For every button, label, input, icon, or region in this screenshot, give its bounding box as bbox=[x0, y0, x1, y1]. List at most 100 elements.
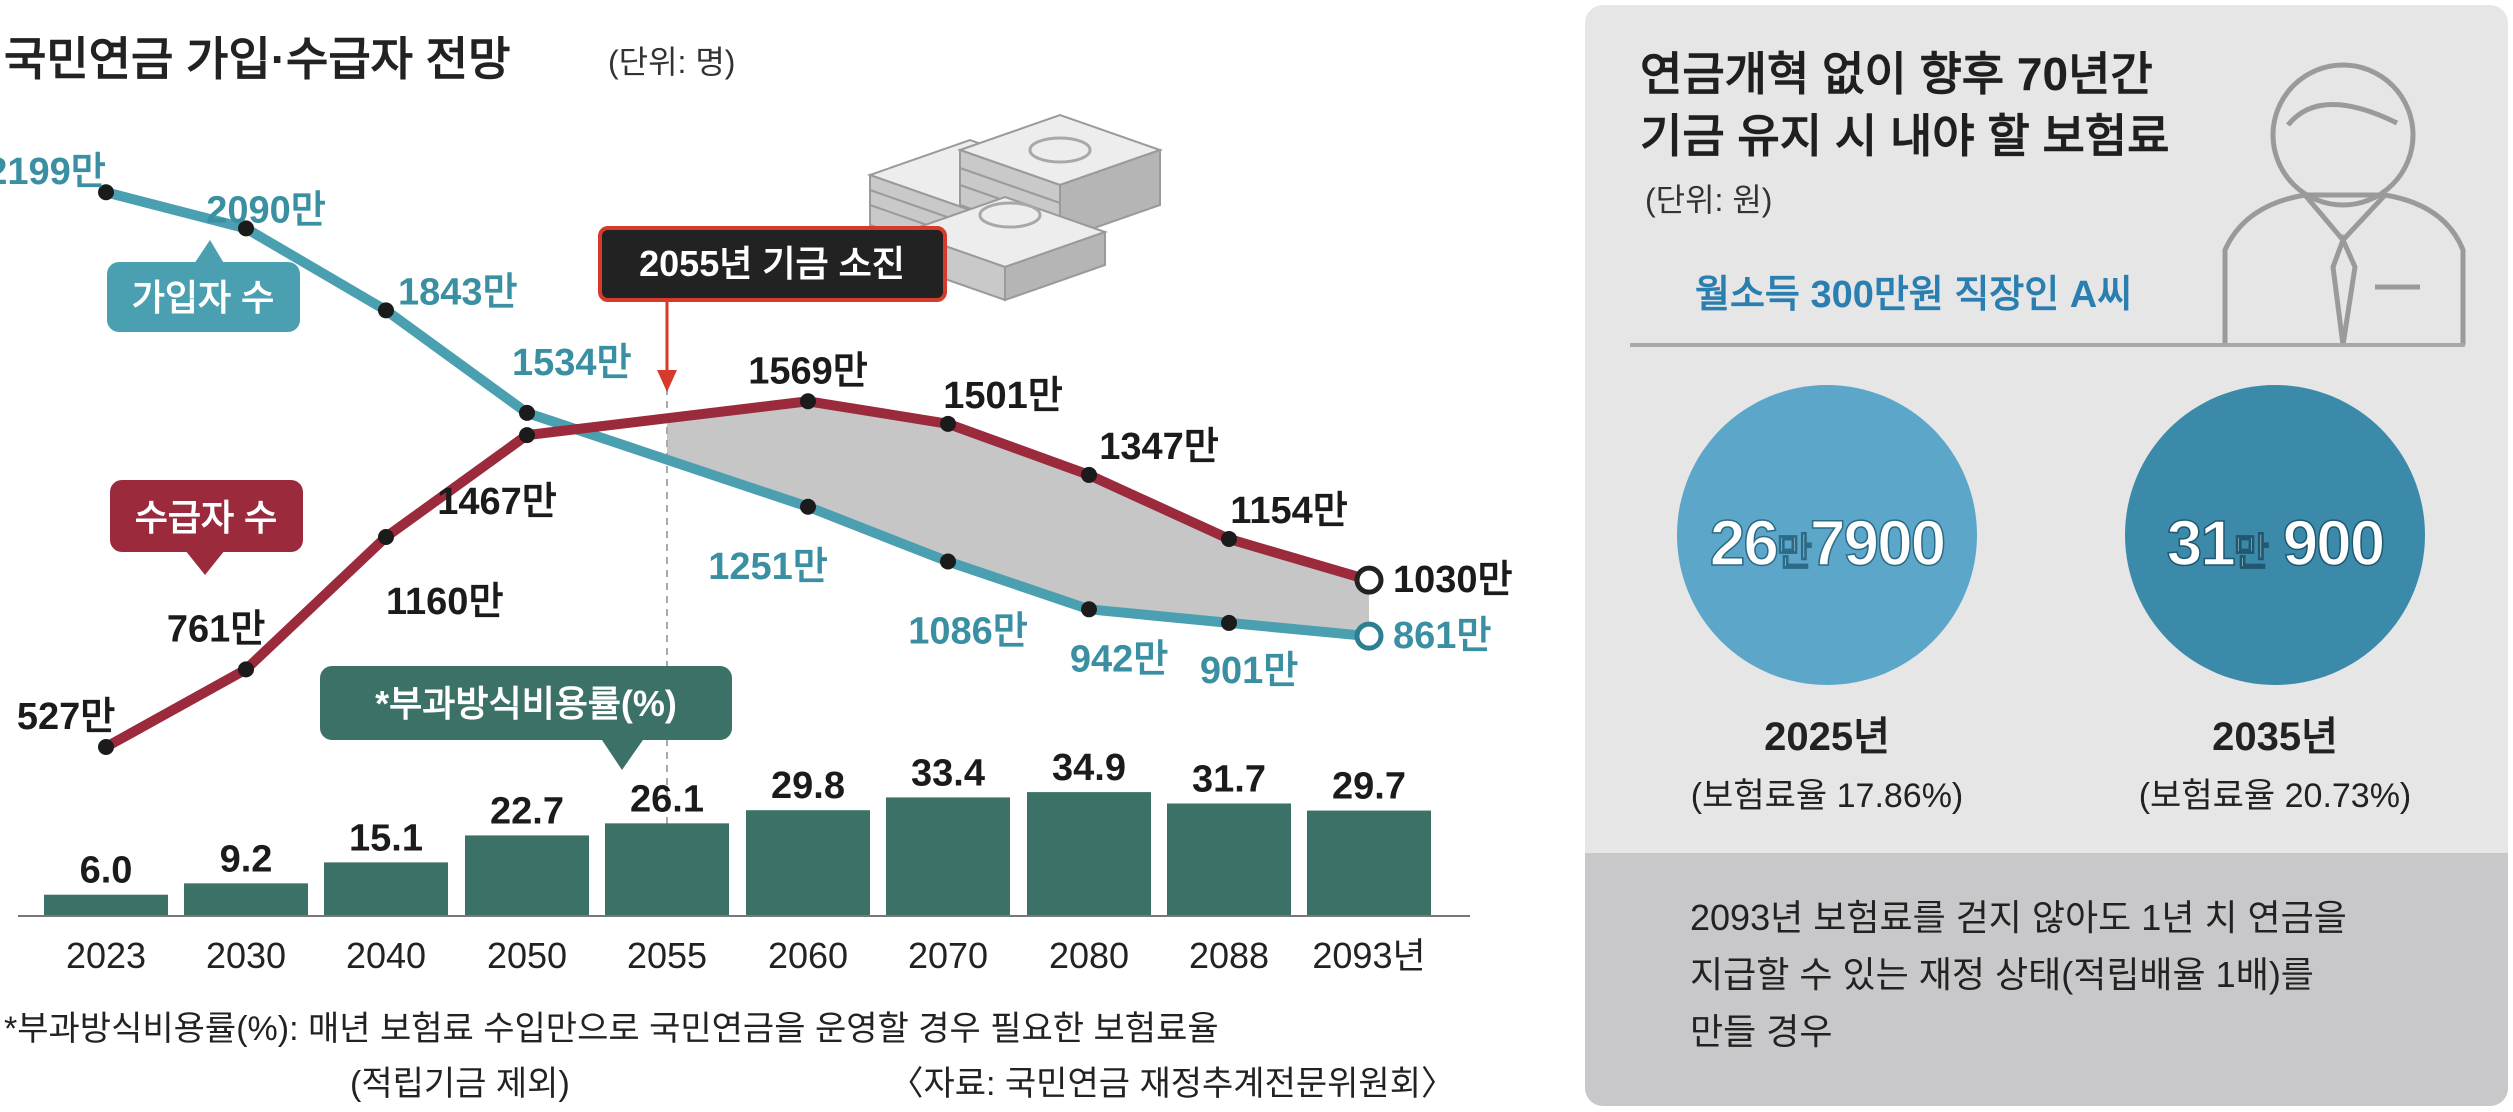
recipients-value-label: 1467만 bbox=[437, 481, 557, 523]
panel-subtitle: 월소득 300만원 직장인 A씨 bbox=[1695, 274, 2132, 316]
panel-unit: (단위: 원) bbox=[1645, 182, 1772, 218]
recipients-value-label: 1501만 bbox=[943, 375, 1063, 417]
premium-2025: 26만7900 2025년 (보험료율 17.86%) bbox=[1677, 385, 1977, 815]
note-line-1: 2093년 보험료를 걷지 않아도 1년 치 연금을 bbox=[1690, 897, 2347, 938]
panel-heading-line-2: 기금 유지 시 내야 할 보험료 bbox=[1640, 110, 2169, 162]
x-tick-label: 2023 bbox=[66, 935, 146, 976]
recipients-point bbox=[98, 739, 114, 755]
recipients-value-label: 527만 bbox=[17, 696, 115, 738]
recipients-point bbox=[1221, 530, 1237, 547]
legend-recipients: 수급자 수 bbox=[110, 480, 303, 575]
ratio-bar bbox=[324, 862, 448, 916]
subscribers-point bbox=[940, 553, 956, 570]
ratio-bar bbox=[886, 797, 1010, 916]
recipients-point bbox=[1081, 466, 1097, 483]
legend-recipients-label: 수급자 수 bbox=[135, 497, 277, 538]
svg-text:31만 900: 31만 900 bbox=[2167, 507, 2384, 579]
note-box bbox=[1585, 853, 2508, 1106]
recipients-point bbox=[800, 393, 816, 410]
x-tick-label: 2080 bbox=[1049, 935, 1129, 976]
legend-subscribers-label: 가입자 수 bbox=[132, 277, 274, 318]
depletion-label-text: 2055년 기금 소진 bbox=[639, 243, 905, 284]
svg-text:26만7900: 26만7900 bbox=[1710, 507, 1945, 579]
note-line-2: 지급할 수 있는 재정 상태(적립배율 1배)를 bbox=[1690, 954, 2314, 995]
premium-2025-circle bbox=[1677, 385, 1977, 685]
subscribers-point bbox=[800, 498, 816, 515]
recipients-value-label: 761만 bbox=[167, 608, 265, 650]
subscribers-point bbox=[98, 184, 114, 201]
office-worker-icon bbox=[2222, 62, 2466, 346]
chart-area: 국민연금 가입·수급자 전망 (단위: 명) 2055년 기금 소진 2199만… bbox=[0, 33, 1513, 1103]
subscribers-value-label: 1843만 bbox=[398, 271, 518, 313]
footnote-line-1: *부과방식비용률(%): 매년 보험료 수입만으로 국민연금을 운영할 경우 필… bbox=[4, 1010, 1219, 1048]
recipients-point bbox=[519, 427, 535, 444]
recipients-value-label: 1569만 bbox=[748, 350, 868, 392]
recipients-value-label: 1154만 bbox=[1230, 490, 1347, 532]
premium-2025-man-unit: 만 bbox=[1777, 532, 1812, 574]
ratio-bar-value: 29.8 bbox=[771, 765, 845, 807]
recipients-point bbox=[940, 415, 956, 432]
money-stack-icon bbox=[866, 113, 1164, 302]
premium-2035: 31만 900 2035년 (보험료율 20.73%) bbox=[2125, 385, 2425, 815]
subscribers-value-label: 901만 bbox=[1200, 650, 1298, 692]
premium-panel: 연금개혁 없이 향후 70년간 기금 유지 시 내야 할 보험료 (단위: 원)… bbox=[1585, 5, 2508, 1106]
subscribers-point bbox=[519, 404, 535, 421]
ratio-bar bbox=[44, 894, 168, 916]
subscribers-point bbox=[1354, 621, 1384, 651]
premium-2025-man: 26 bbox=[1710, 507, 1778, 579]
x-tick-label: 2055 bbox=[627, 935, 707, 976]
ratio-bar bbox=[605, 823, 729, 916]
subscribers-point bbox=[1081, 601, 1097, 618]
ratio-bar-value: 29.7 bbox=[1332, 766, 1406, 808]
depletion-label: 2055년 기금 소진 bbox=[598, 226, 947, 302]
note-line-3: 만들 경우 bbox=[1690, 1011, 1832, 1052]
chart-unit: (단위: 명) bbox=[608, 44, 735, 80]
ratio-bar bbox=[746, 810, 870, 916]
ratio-bar-value: 22.7 bbox=[490, 790, 564, 832]
x-tick-label: 2050 bbox=[487, 935, 567, 976]
premium-2035-rate: (보험료율 20.73%) bbox=[2139, 777, 2412, 815]
x-tick-label: 2070 bbox=[908, 935, 988, 976]
ratio-bar-value: 31.7 bbox=[1192, 758, 1266, 800]
chart-title: 국민연금 가입·수급자 전망 bbox=[4, 33, 510, 85]
x-tick-label: 2040 bbox=[346, 935, 426, 976]
legend-ratio-label: *부과방식비용률(%) bbox=[375, 683, 677, 724]
ratio-bar-value: 33.4 bbox=[911, 752, 985, 794]
footnote-line-2: (적립기금 제외) bbox=[350, 1065, 570, 1103]
recipients-value-label: 1030만 bbox=[1393, 559, 1513, 601]
subscribers-value-label: 861만 bbox=[1393, 615, 1491, 657]
ratio-bar-value: 9.2 bbox=[220, 838, 273, 880]
ratio-bar bbox=[1167, 803, 1291, 916]
subscribers-point bbox=[1221, 614, 1237, 631]
subscribers-point bbox=[238, 220, 254, 237]
subscribers-point bbox=[378, 302, 394, 319]
deficit-area bbox=[667, 401, 1369, 637]
premium-2025-rate: (보험료율 17.86%) bbox=[1691, 777, 1964, 815]
ratio-bar-value: 34.9 bbox=[1052, 747, 1126, 789]
recipients-point bbox=[1354, 565, 1384, 595]
recipients-point bbox=[378, 528, 394, 545]
premium-2035-man-unit: 만 bbox=[2234, 532, 2269, 574]
legend-ratio: *부과방식비용률(%) bbox=[320, 666, 732, 770]
depletion-arrowhead bbox=[657, 370, 677, 392]
ratio-bar bbox=[184, 883, 308, 916]
legend-subscribers: 가입자 수 bbox=[107, 240, 300, 332]
recipients-point bbox=[238, 661, 254, 678]
subscribers-value-label: 942만 bbox=[1070, 638, 1168, 680]
premium-2035-rest: 900 bbox=[2267, 507, 2384, 579]
source-credit: 〈자료: 국민연금 재정추계전문위원회〉 bbox=[889, 1065, 1455, 1103]
ratio-bar-value: 6.0 bbox=[80, 850, 133, 892]
recipients-value-label: 1160만 bbox=[386, 581, 503, 623]
subscribers-value-label: 2199만 bbox=[0, 151, 106, 193]
x-tick-label: 2093년 bbox=[1312, 935, 1425, 976]
ratio-bar-value: 26.1 bbox=[630, 778, 704, 820]
premium-2035-circle bbox=[2125, 385, 2425, 685]
panel-heading-line-1: 연금개혁 없이 향후 70년간 bbox=[1640, 48, 2153, 100]
x-tick-label: 2030 bbox=[206, 935, 286, 976]
premium-2035-man: 31 bbox=[2167, 507, 2235, 579]
subscribers-value-label: 2090만 bbox=[206, 189, 326, 231]
subscribers-value-label: 1534만 bbox=[512, 342, 632, 384]
premium-2035-year: 2035년 bbox=[2212, 715, 2338, 759]
subscribers-value-label: 1251만 bbox=[708, 546, 828, 588]
ratio-bar-value: 15.1 bbox=[349, 817, 423, 859]
